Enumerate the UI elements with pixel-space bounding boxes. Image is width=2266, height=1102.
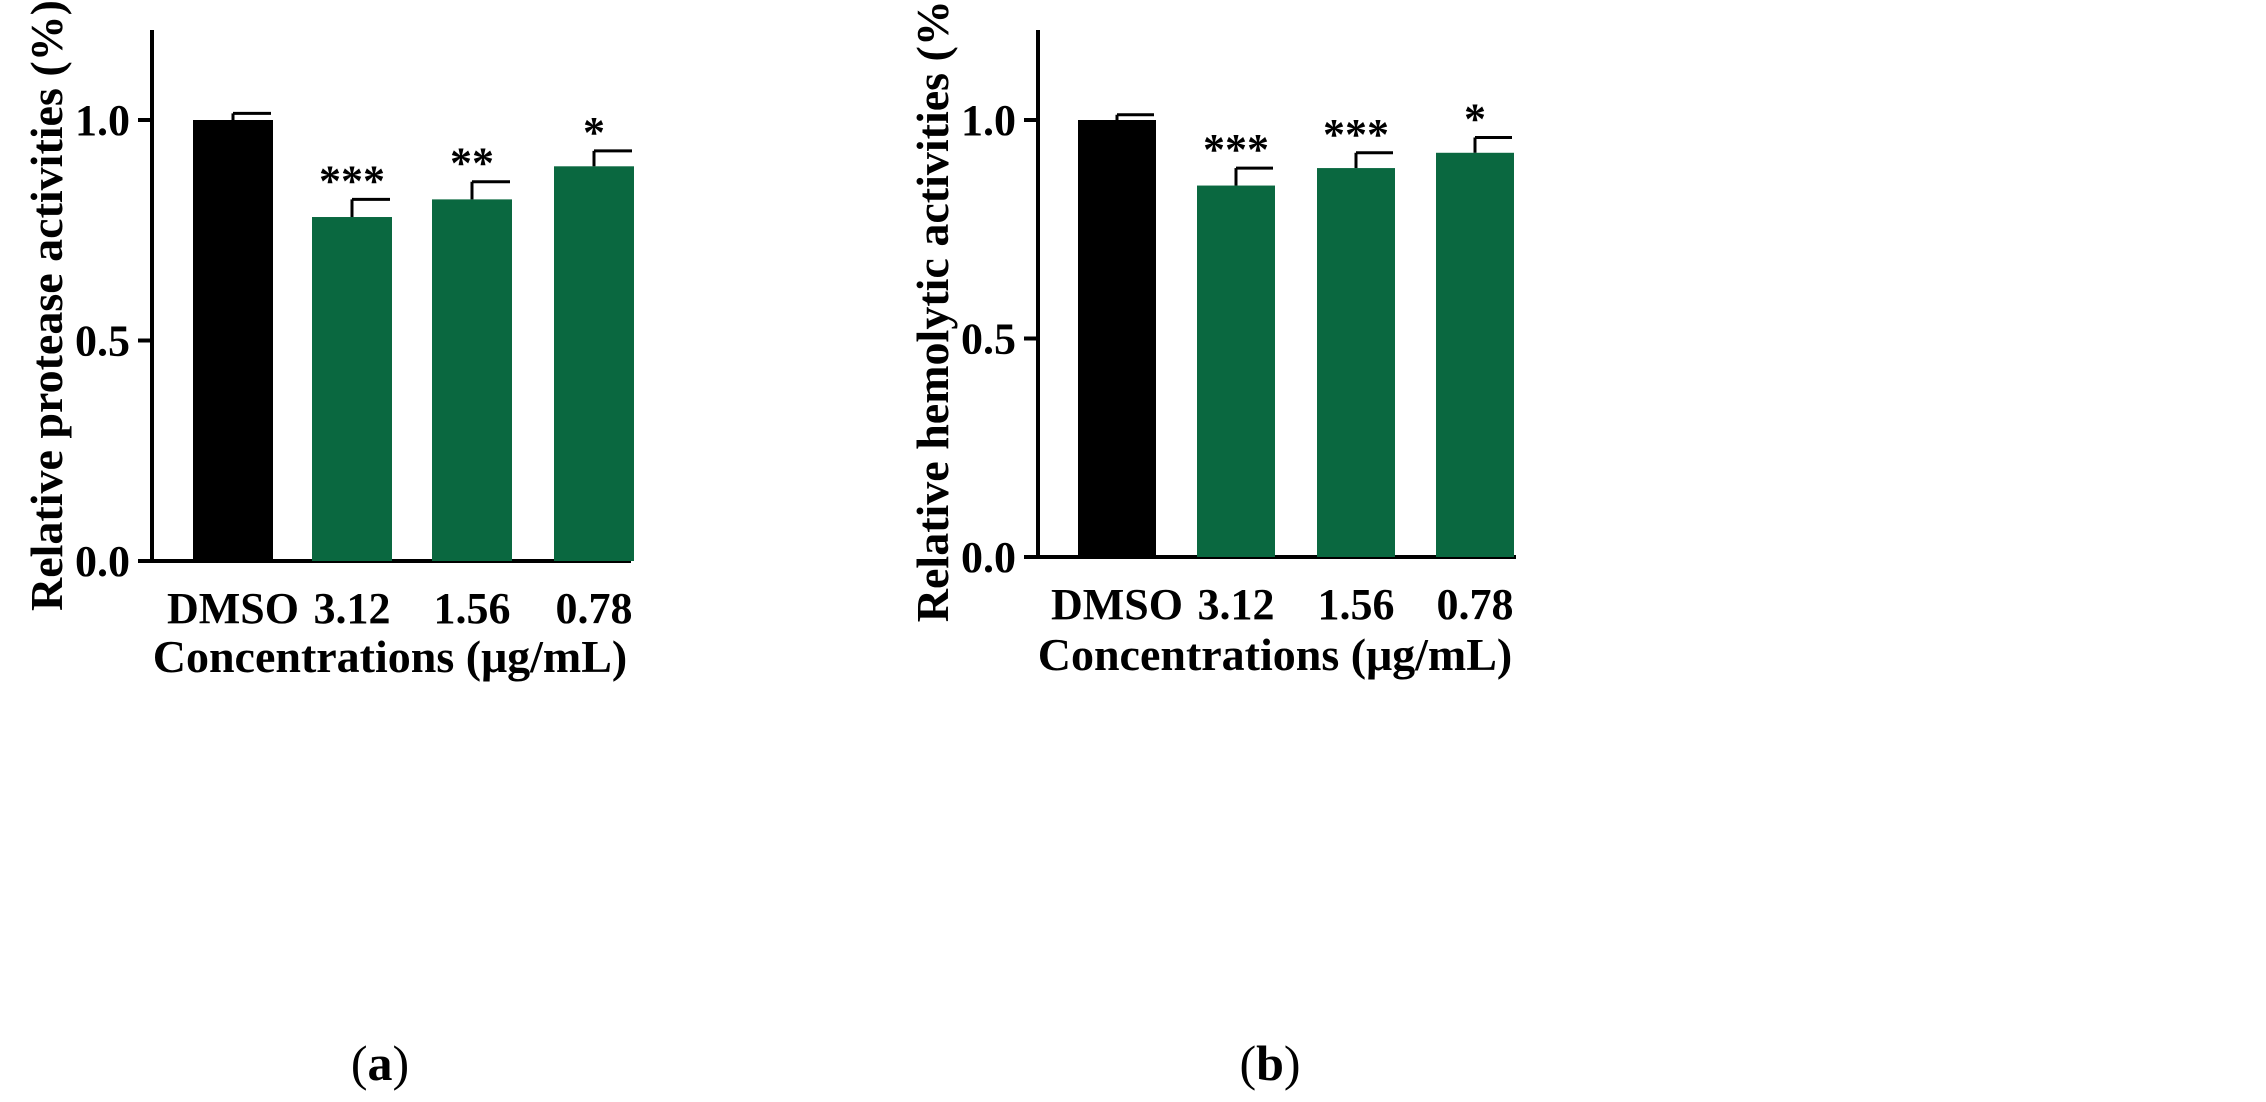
bar-3.12 — [1197, 185, 1275, 558]
x-tick-label: 3.12 — [314, 584, 391, 633]
significance-marker: * — [583, 108, 605, 157]
significance-marker: * — [1464, 94, 1486, 143]
significance-marker: *** — [319, 156, 385, 205]
bar-1.56 — [1317, 168, 1395, 557]
y-tick-label: 0.5 — [961, 315, 1016, 364]
x-axis-title: Concentrations (μg/mL) — [153, 631, 628, 682]
y-tick-label: 1.0 — [75, 96, 130, 145]
bar-DMSO — [193, 120, 273, 561]
panel-a-chart: 0.0 0.5 1.0 DMSO 3.12 *** 1.56 ** 0.78 * Concentra… — [21, 0, 634, 1091]
bar-DMSO — [1078, 120, 1156, 557]
bar-0.78 — [1436, 152, 1514, 557]
bar-3.12 — [312, 217, 392, 561]
y-tick-label: 1.0 — [961, 96, 1016, 145]
x-tick-label: 1.56 — [434, 584, 511, 633]
bar-0.78 — [554, 166, 634, 561]
x-axis-title: Concentrations (μg/mL) — [1038, 629, 1513, 680]
x-tick-label: 0.78 — [1437, 580, 1514, 629]
significance-marker: *** — [1203, 125, 1269, 174]
y-tick-label: 0.0 — [961, 533, 1016, 582]
panel-label: (a) — [351, 1035, 409, 1091]
significance-marker: *** — [1323, 110, 1389, 159]
x-tick-label: DMSO — [1051, 580, 1183, 629]
y-axis-title: Relative hemolytic activities (%) — [907, 0, 958, 622]
x-tick-label: 1.56 — [1318, 580, 1395, 629]
panel-b-chart: 0.0 0.5 1.0 DMSO 3.12 *** 1.56 *** 0.78 * Concentr… — [907, 0, 1516, 1091]
bar-1.56 — [432, 199, 512, 561]
panel-label: (b) — [1239, 1035, 1300, 1091]
x-tick-label: 0.78 — [556, 584, 633, 633]
significance-marker: ** — [450, 139, 494, 188]
y-axis-title: Relative protease activities (%) — [21, 0, 72, 611]
y-tick-label: 0.0 — [75, 537, 130, 586]
x-tick-label: 3.12 — [1198, 580, 1275, 629]
y-tick-label: 0.5 — [75, 317, 130, 366]
x-tick-label: DMSO — [167, 584, 299, 633]
